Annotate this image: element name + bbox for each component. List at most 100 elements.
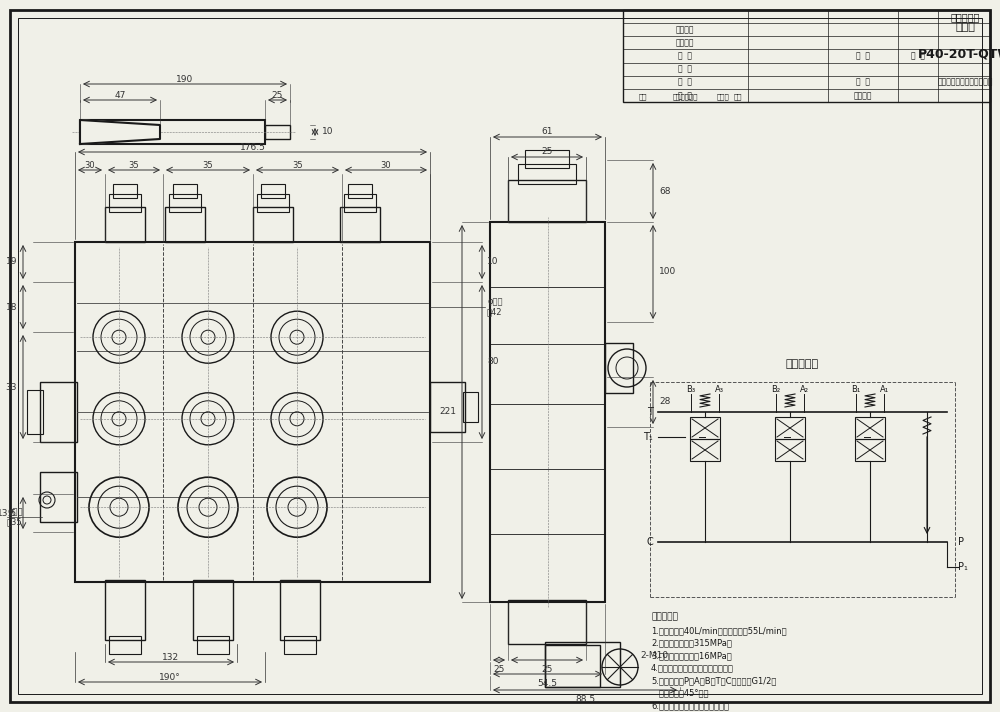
- Text: 技术要求：: 技术要求：: [651, 612, 678, 621]
- Text: 10: 10: [487, 258, 498, 266]
- Bar: [261, 184, 285, 198]
- Bar: [775, 439, 805, 461]
- Text: φ通孔: φ通孔: [7, 508, 22, 516]
- Bar: [623, 10, 990, 102]
- Text: 日期: 日期: [734, 94, 742, 100]
- Bar: [430, 382, 465, 432]
- Text: 标记: 标记: [639, 94, 647, 100]
- Text: A₃: A₃: [714, 385, 724, 394]
- Bar: [508, 600, 586, 644]
- Bar: [113, 184, 137, 198]
- Bar: [855, 439, 885, 461]
- Text: 审  核: 审 核: [678, 65, 692, 73]
- Bar: [855, 417, 885, 439]
- Polygon shape: [80, 120, 160, 144]
- Text: 88.5: 88.5: [575, 695, 595, 704]
- Bar: [545, 645, 600, 687]
- Bar: [193, 580, 233, 640]
- Text: 18: 18: [6, 303, 17, 312]
- Bar: [257, 194, 289, 212]
- Text: 33: 33: [6, 382, 17, 392]
- Text: 高35: 高35: [7, 518, 23, 526]
- Text: φ通孔: φ通孔: [487, 298, 503, 306]
- Text: 28: 28: [659, 397, 670, 407]
- Text: C: C: [646, 537, 653, 547]
- Text: 页  数: 页 数: [856, 51, 870, 61]
- Text: 批  准: 批 准: [678, 51, 692, 61]
- Text: 19: 19: [6, 258, 17, 266]
- Bar: [265, 125, 290, 139]
- Bar: [284, 636, 316, 654]
- Text: 2-M10: 2-M10: [640, 651, 668, 659]
- Text: 外型尺寸图: 外型尺寸图: [950, 13, 980, 23]
- Bar: [490, 222, 605, 602]
- Text: 35: 35: [129, 160, 139, 169]
- Text: 35: 35: [203, 160, 213, 169]
- Bar: [253, 207, 293, 242]
- Bar: [40, 472, 77, 522]
- Text: 2.最大工作压力：315MPa。: 2.最大工作压力：315MPa。: [651, 639, 732, 647]
- Text: B₃: B₃: [686, 385, 696, 394]
- Text: 30: 30: [381, 160, 391, 169]
- Bar: [109, 194, 141, 212]
- Bar: [690, 439, 720, 461]
- Text: 25: 25: [271, 90, 283, 100]
- Bar: [40, 382, 77, 442]
- Text: 68: 68: [659, 187, 670, 196]
- Text: 标准检查: 标准检查: [676, 25, 694, 34]
- Text: 1.额定流量：40L/min，最大流量：55L/min；: 1.额定流量：40L/min，最大流量：55L/min；: [651, 626, 787, 635]
- Bar: [173, 184, 197, 198]
- Text: 5.接口尺寸：P、A、B、T、C接口均为G1/2；: 5.接口尺寸：P、A、B、T、C接口均为G1/2；: [651, 676, 776, 685]
- Bar: [280, 580, 320, 640]
- Text: 61: 61: [542, 127, 553, 137]
- Text: 制  图: 制 图: [678, 78, 692, 87]
- Text: 54.5: 54.5: [538, 679, 558, 688]
- Bar: [348, 184, 372, 198]
- Text: 常州加华液压机械有限公司: 常州加华液压机械有限公司: [937, 78, 993, 87]
- Text: 更改人: 更改人: [717, 94, 729, 100]
- Bar: [109, 636, 141, 654]
- Text: P: P: [958, 537, 964, 547]
- Text: 6.各进出口用密封油汰密封防尘。: 6.各进出口用密封油汰密封防尘。: [651, 701, 729, 710]
- Bar: [525, 150, 569, 168]
- Bar: [545, 642, 620, 687]
- Text: 图纸编号: 图纸编号: [854, 91, 872, 100]
- Text: 比  例: 比 例: [856, 78, 870, 87]
- Text: 备  注: 备 注: [678, 91, 692, 100]
- Bar: [690, 417, 720, 439]
- Text: 25: 25: [493, 665, 505, 674]
- Text: 190°: 190°: [159, 673, 181, 681]
- Text: 更改内容依据: 更改内容依据: [672, 94, 698, 100]
- Text: 35: 35: [292, 160, 303, 169]
- Bar: [344, 194, 376, 212]
- Text: 4.各运动部分应灵活，无卡滞现象。: 4.各运动部分应灵活，无卡滞现象。: [651, 664, 734, 673]
- Bar: [169, 194, 201, 212]
- Text: 工艺审查: 工艺审查: [676, 38, 694, 48]
- Bar: [508, 180, 586, 222]
- Text: 3.安全阀调定压力：16MPa。: 3.安全阀调定压力：16MPa。: [651, 651, 732, 660]
- Text: 190: 190: [176, 75, 194, 83]
- Text: 孔口倒角为45°角。: 孔口倒角为45°角。: [651, 689, 708, 698]
- Text: T: T: [647, 407, 653, 417]
- Text: 132: 132: [162, 652, 180, 661]
- Text: 47: 47: [114, 90, 126, 100]
- Bar: [80, 120, 265, 144]
- Text: 176.5: 176.5: [240, 142, 265, 152]
- Text: 液压原理图: 液压原理图: [786, 359, 819, 369]
- Text: 30: 30: [85, 160, 95, 169]
- Bar: [75, 242, 430, 582]
- Text: 高42: 高42: [487, 308, 503, 317]
- Text: 25: 25: [541, 147, 553, 157]
- Text: 13.5: 13.5: [0, 508, 17, 518]
- Bar: [197, 636, 229, 654]
- Text: 第  页: 第 页: [911, 51, 925, 61]
- Bar: [518, 164, 576, 184]
- Text: 221: 221: [439, 407, 456, 417]
- Text: 25: 25: [541, 665, 553, 674]
- Text: P₁: P₁: [958, 562, 968, 572]
- Text: 10: 10: [322, 127, 334, 137]
- Text: 80: 80: [487, 357, 498, 367]
- Bar: [105, 207, 145, 242]
- Text: 多路阀: 多路阀: [955, 21, 975, 32]
- Text: B₁: B₁: [851, 385, 861, 394]
